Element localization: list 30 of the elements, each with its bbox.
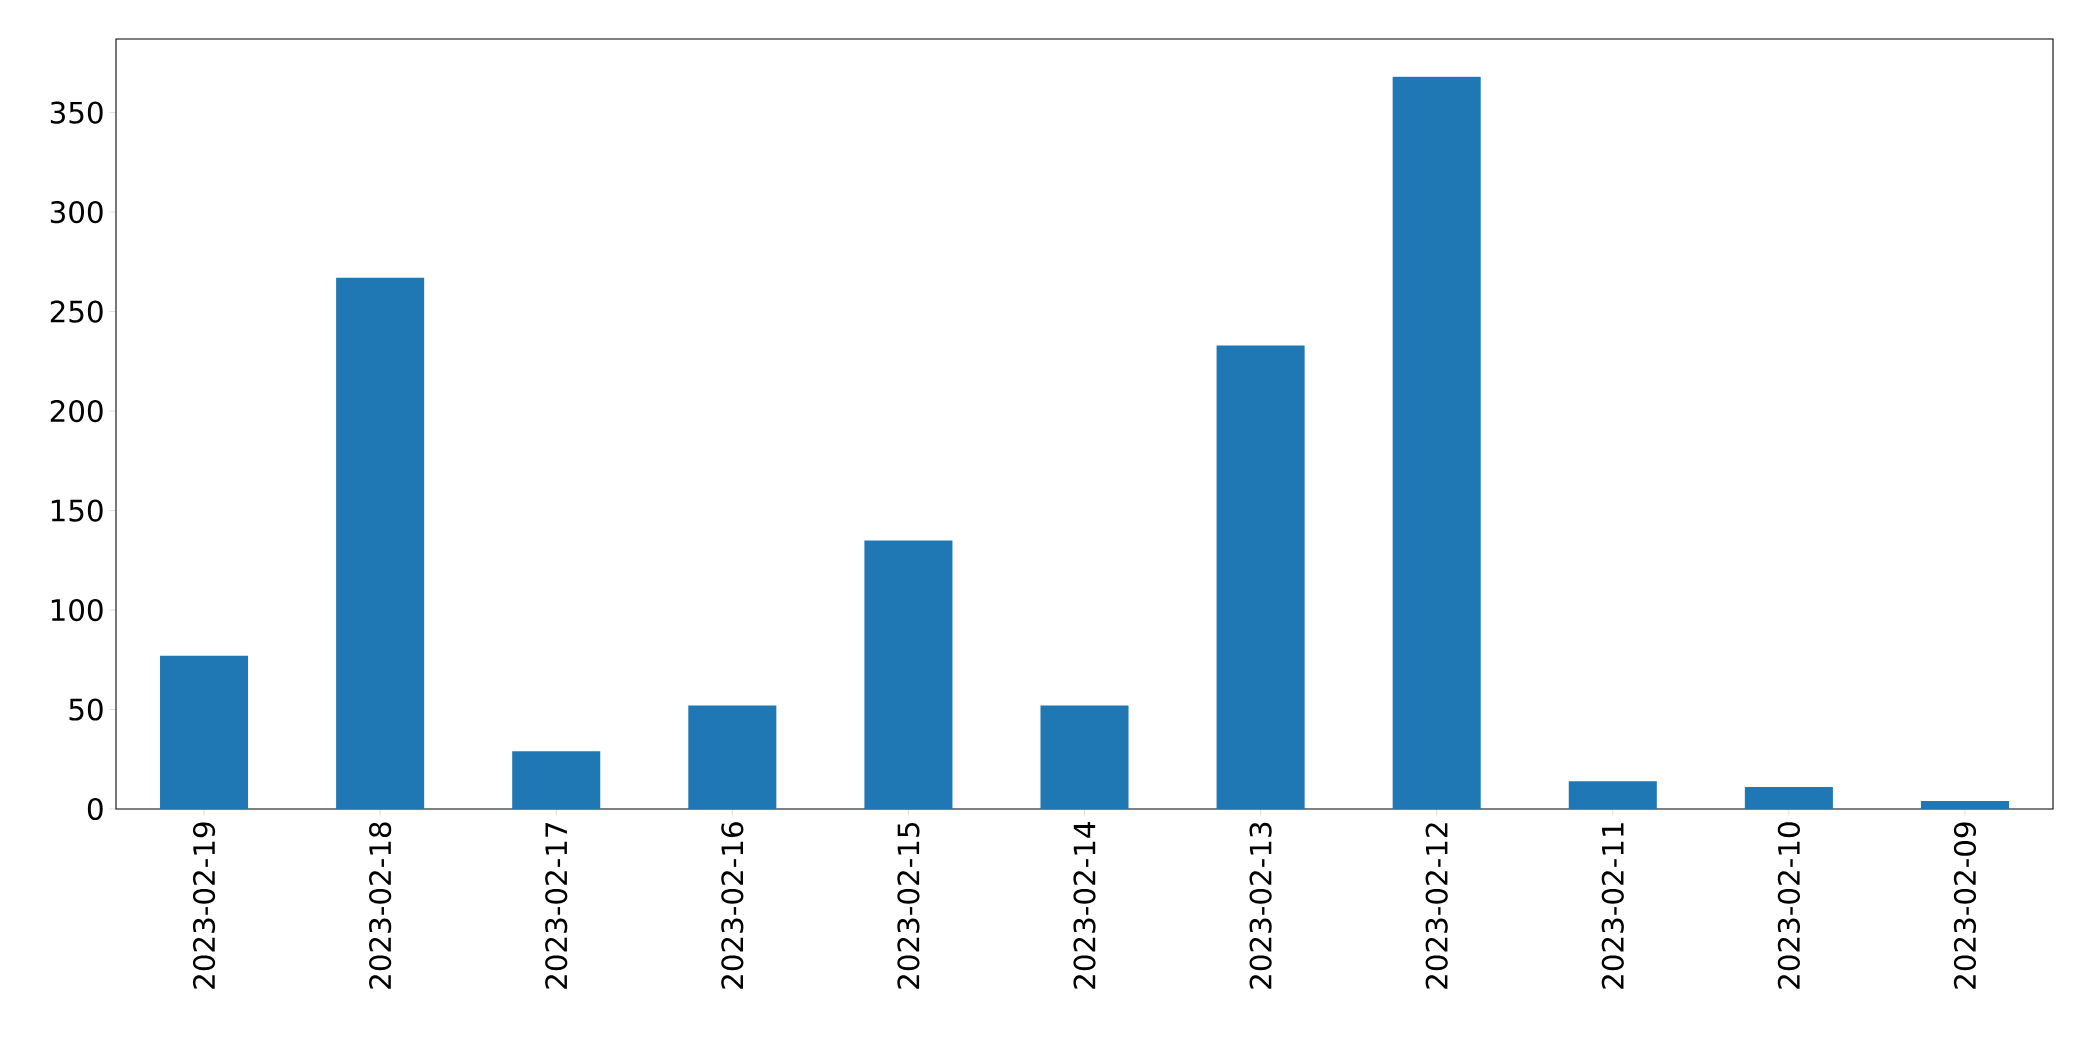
bar xyxy=(1920,801,2009,809)
x-tick-label: 2023-02-10 xyxy=(1777,822,1800,989)
y-tick-label: 50 xyxy=(69,698,103,721)
x-tick-label: 2023-02-18 xyxy=(369,822,392,989)
x-tick-label: 2023-02-14 xyxy=(1073,822,1096,989)
bar xyxy=(1392,76,1481,809)
x-tick-label: 2023-02-15 xyxy=(897,822,920,989)
y-tick-label: 100 xyxy=(51,598,103,622)
x-tick-label: 2023-02-13 xyxy=(1249,822,1272,989)
y-tick-label: 300 xyxy=(50,201,103,224)
y-tick-label: 350 xyxy=(50,101,103,124)
bar xyxy=(336,277,425,809)
y-tick-label: 250 xyxy=(50,300,103,323)
bar xyxy=(1216,345,1305,809)
bar xyxy=(160,655,249,809)
bar xyxy=(1744,787,1833,809)
bar xyxy=(1568,781,1657,809)
x-tick-label: 2023-02-17 xyxy=(545,822,568,989)
y-tick-label: 200 xyxy=(50,399,103,423)
bar xyxy=(512,751,601,809)
bar xyxy=(1040,705,1129,809)
x-tick-label: 2023-02-16 xyxy=(721,822,744,989)
x-tick-label: 2023-02-09 xyxy=(1953,822,1977,989)
x-tick-label: 2023-02-11 xyxy=(1601,823,1624,989)
y-tick-label: 150 xyxy=(51,499,103,522)
x-tick-label: 2023-02-19 xyxy=(192,822,216,989)
y-tick-label: 0 xyxy=(87,797,103,821)
bar xyxy=(864,540,953,809)
x-tick-label: 2023-02-12 xyxy=(1425,823,1448,989)
bar xyxy=(688,705,777,809)
